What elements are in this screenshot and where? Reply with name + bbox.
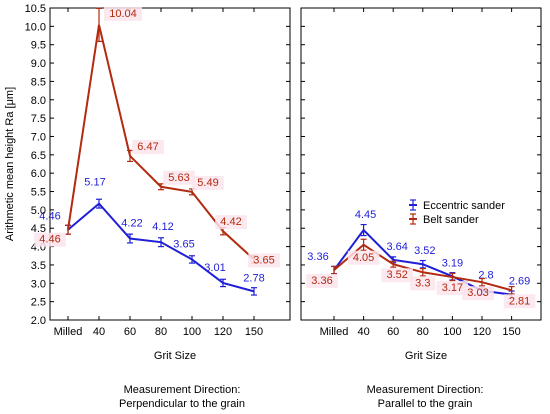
y-tick-label: 8.5 (31, 76, 46, 88)
y-tick-label: 2.5 (31, 297, 46, 309)
left-caption-line-2: Perpendicular to the grain (119, 398, 245, 410)
x-axis-title: Grit Size (154, 350, 196, 362)
y-tick-label: 10.5 (25, 3, 46, 15)
x-tick-label: 100 (183, 326, 201, 338)
data-label: 3.52 (386, 269, 407, 281)
y-tick-label: 9.0 (31, 58, 46, 70)
y-tick-label: 4.5 (31, 223, 46, 235)
data-label: 4.05 (353, 252, 374, 264)
x-tick-label: 120 (473, 326, 491, 338)
y-tick-label: 8.0 (31, 95, 46, 107)
data-label: 2.69 (509, 276, 530, 288)
y-tick-label: 3.0 (31, 278, 46, 290)
y-tick-label: 3.5 (31, 260, 46, 272)
data-label: 4.46 (39, 234, 60, 246)
data-label: 3.65 (173, 238, 194, 250)
panel-frame-0 (49, 7, 291, 321)
x-axis-title: Grit Size (405, 350, 447, 362)
legend-label: Belt sander (423, 214, 479, 226)
data-label-bg (410, 276, 436, 291)
data-label-bg (503, 294, 536, 309)
data-label: 4.46 (39, 211, 60, 223)
y-tick-label: 7.0 (31, 131, 46, 143)
data-label: 4.42 (220, 216, 241, 228)
data-label: 4.22 (121, 218, 142, 230)
data-label-bg (34, 232, 66, 247)
x-tick-label: 120 (214, 326, 232, 338)
x-tick-label: 80 (155, 326, 167, 338)
y-tick-label: 5.0 (31, 205, 46, 217)
left-panel-caption: Measurement Direction: Perpendicular to … (62, 383, 302, 411)
y-axis-title: Arithmetic mean height Ra [μm] (4, 87, 16, 241)
data-label-bg (132, 139, 164, 154)
y-tick-label: 5.5 (31, 187, 46, 199)
data-label-bg (381, 268, 413, 283)
x-tick-label: 80 (417, 326, 429, 338)
data-label-bg (462, 286, 494, 301)
data-label: 3.52 (414, 245, 435, 257)
data-label: 4.12 (152, 221, 173, 233)
data-label: 2.81 (509, 295, 530, 307)
left-caption-line-1: Measurement Direction: (123, 384, 241, 396)
data-label-bg (215, 215, 247, 230)
x-tick-label: Milled (320, 326, 349, 338)
legend-label: Eccentric sander (423, 200, 505, 212)
data-label: 5.63 (168, 172, 189, 184)
y-tick-label: 6.0 (31, 168, 46, 180)
y-tick-label: 9.5 (31, 40, 46, 52)
data-label: 2.8 (478, 270, 493, 282)
y-tick-label: 6.5 (31, 150, 46, 162)
data-label: 5.49 (197, 177, 218, 189)
x-tick-label: 150 (502, 326, 520, 338)
right-panel-caption: Measurement Direction: Parallel to the g… (305, 383, 545, 411)
y-tick-label: 7.5 (31, 113, 46, 125)
right-caption-line-1: Measurement Direction: (366, 384, 484, 396)
data-label: 10.04 (109, 8, 137, 20)
data-label: 3.03 (467, 287, 488, 299)
data-label-bg (436, 281, 469, 296)
data-label: 3.01 (204, 262, 225, 274)
x-tick-label: Milled (54, 326, 83, 338)
data-label: 3.36 (307, 251, 328, 263)
x-tick-label: 100 (443, 326, 461, 338)
data-label: 3.17 (442, 282, 463, 294)
data-label: 3.64 (386, 241, 407, 253)
data-label: 3.19 (442, 257, 463, 269)
x-tick-label: 60 (387, 326, 399, 338)
data-label: 6.47 (137, 141, 158, 153)
data-label-bg (104, 6, 142, 21)
data-label-bg (192, 175, 224, 190)
data-label-bg (306, 274, 338, 289)
data-label: 3.36 (311, 275, 332, 287)
data-label-bg (347, 250, 380, 265)
x-tick-label: 40 (357, 326, 369, 338)
right-caption-line-2: Parallel to the grain (377, 398, 473, 410)
data-label: 3.3 (415, 277, 430, 289)
data-label-bg (248, 253, 280, 268)
data-label: 3.65 (253, 254, 274, 266)
x-tick-label: 60 (124, 326, 136, 338)
data-label: 2.78 (243, 272, 264, 284)
x-tick-label: 150 (245, 326, 263, 338)
x-tick-label: 40 (93, 326, 105, 338)
data-label-bg (163, 170, 195, 185)
data-label: 4.45 (355, 209, 376, 221)
data-label: 5.17 (84, 177, 105, 189)
y-tick-label: 10.0 (25, 21, 46, 33)
y-tick-label: 2.0 (31, 315, 46, 327)
